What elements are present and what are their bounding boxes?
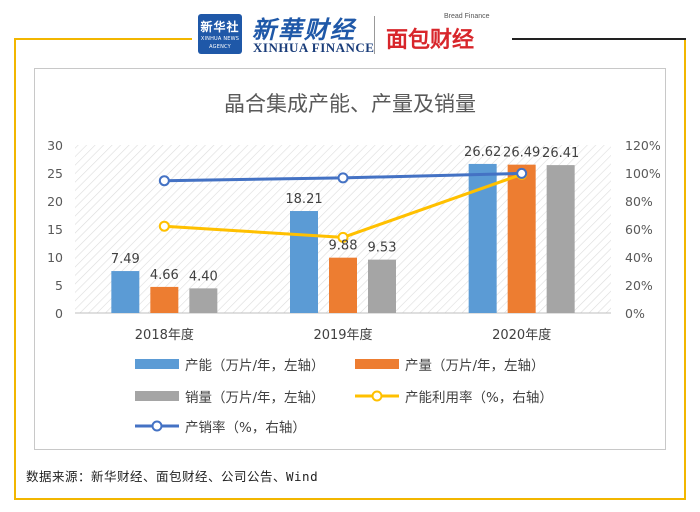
legend-swatch-marker [151, 420, 163, 432]
xinhua-logo: 新华社 XINHUA NEWS AGENCY [198, 14, 242, 54]
brand2-logo: 面包财经 [386, 28, 475, 53]
y-left-tick-label: 25 [47, 166, 63, 181]
header: 新华社 XINHUA NEWS AGENCY 新華财经 XINHUA FINAN… [190, 8, 520, 58]
chart-title: 晶合集成产能、产量及销量 [224, 92, 476, 116]
bar [189, 288, 218, 313]
y-left-tick-label: 20 [47, 194, 63, 209]
brand2-small: Bread Finance [444, 13, 490, 20]
bar-value-label: 9.88 [329, 239, 358, 254]
bar-value-label: 26.41 [542, 146, 579, 161]
x-tick-label: 2020年度 [492, 327, 551, 343]
source-note: 数据来源：新华财经、面包财经、公司公告、Wind [26, 469, 319, 484]
legend-label: 产量（万片/年，左轴） [405, 358, 545, 374]
bar [150, 286, 179, 313]
y-left-tick-label: 0 [55, 306, 63, 321]
legend-label: 产能利用率（%，右轴） [405, 389, 553, 406]
y-right-tick-label: 100% [625, 166, 661, 181]
legend-label: 销量（万片/年，左轴） [185, 390, 325, 406]
y-right-tick-label: 120% [625, 138, 661, 153]
legend-label: 产能（万片/年，左轴） [185, 358, 325, 374]
y-right-tick-label: 0% [625, 306, 645, 321]
chart-container: 晶合集成产能、产量及销量 0 5 10 15 20 25 30 0% 20% 40% 60% 80% 1… [34, 68, 666, 450]
frame-top-left-line [14, 38, 192, 40]
series-point [516, 167, 528, 179]
x-tick-label: 2018年度 [135, 327, 194, 343]
bar-value-label: 18.21 [285, 192, 322, 207]
bar-value-label: 4.40 [189, 269, 218, 284]
y-right-tick-label: 80% [625, 194, 653, 209]
bar [368, 259, 396, 313]
series-point [337, 231, 349, 243]
frame-left-line [14, 38, 16, 500]
bar-value-label: 26.49 [503, 146, 540, 161]
y-right-tick-label: 20% [625, 278, 653, 293]
bar [290, 211, 318, 313]
bar-value-label: 9.53 [368, 241, 397, 256]
bar [507, 164, 536, 313]
brand-en: XINHUA FINANCE [253, 40, 375, 55]
y-left-tick-label: 30 [47, 138, 63, 153]
series-point [158, 220, 170, 232]
series-point [158, 175, 170, 187]
bar-value-label: 4.66 [150, 268, 179, 283]
legend-swatch [135, 359, 179, 369]
x-tick-label: 2019年度 [313, 327, 372, 343]
legend-label: 产销率（%，右轴） [185, 419, 306, 436]
bar-value-label: 7.49 [111, 252, 140, 267]
bar [329, 257, 357, 313]
brand-cn: 新華财经 [252, 15, 356, 44]
y-left-tick-label: 15 [47, 222, 63, 237]
frame-top-right-line [512, 38, 686, 40]
legend-swatch [135, 391, 179, 401]
series-point [337, 172, 349, 184]
y-left-tick-label: 10 [47, 250, 63, 265]
bar [546, 165, 575, 313]
legend-swatch-marker [371, 390, 383, 402]
bar-value-label: 26.62 [464, 145, 501, 160]
bar [111, 271, 140, 313]
frame-right-line [684, 38, 686, 500]
logo-text: 新华社 [200, 20, 240, 34]
header-separator [374, 16, 375, 54]
legend-swatch [355, 359, 399, 369]
frame-bottom-line [14, 498, 686, 500]
logo-subtext: XINHUA NEWS AGENCY [200, 36, 240, 50]
y-right-tick-label: 40% [625, 250, 653, 265]
y-right-tick-label: 60% [625, 222, 653, 237]
y-left-tick-label: 5 [55, 278, 63, 293]
chart: 晶合集成产能、产量及销量 0 5 10 15 20 25 30 0% 20% 40% 60% 80% 1… [47, 92, 661, 436]
bar [468, 163, 497, 313]
